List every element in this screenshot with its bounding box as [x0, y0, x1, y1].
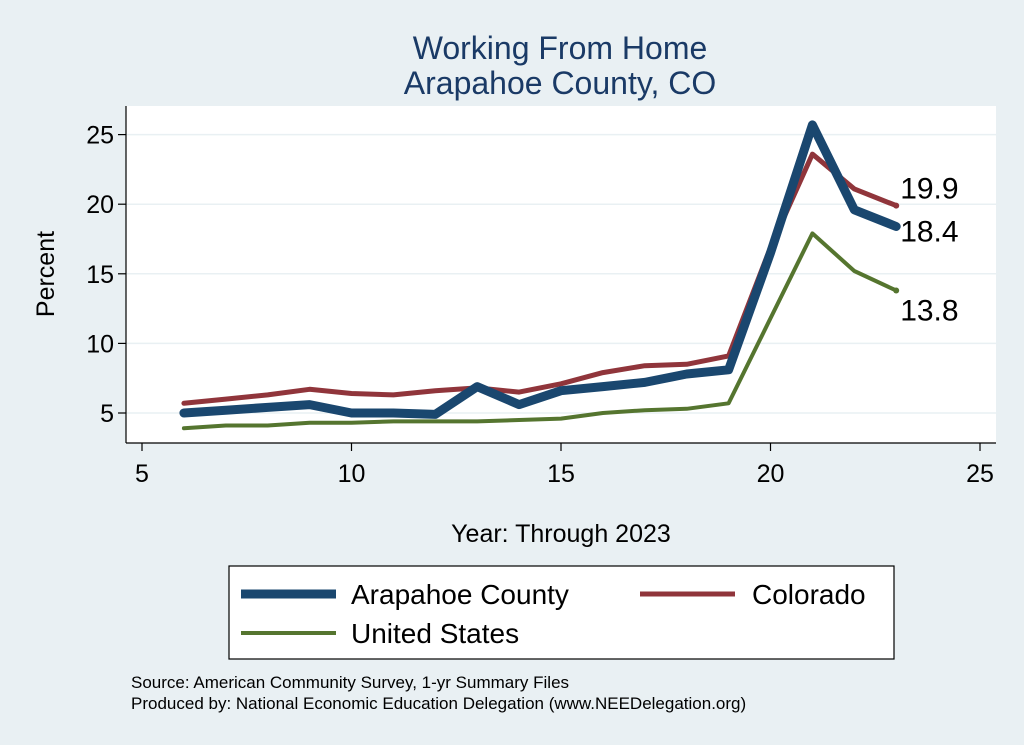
legend-label-arapahoe-county: Arapahoe County — [351, 579, 569, 610]
x-tick-label-10: 10 — [338, 460, 366, 488]
chart-title-line-1: Working From Home — [413, 30, 708, 66]
series-line-arapahoe-county — [179, 120, 901, 419]
chart-title-line-2: Arapahoe County, CO — [404, 65, 716, 101]
legend: Arapahoe County Colorado United States — [228, 565, 895, 660]
legend-box — [228, 565, 895, 660]
x-axis: 5 10 15 20 25 — [126, 442, 996, 488]
end-labels: 18.4 19.9 13.8 — [900, 173, 958, 328]
series-line-united-states — [181, 231, 899, 431]
y-tick-label-15: 15 — [86, 261, 114, 289]
y-axis-label: Percent — [32, 231, 60, 317]
end-label-united-states: 13.8 — [900, 295, 958, 328]
series-endpoint-united-states — [893, 287, 900, 294]
x-tick-label-5: 5 — [135, 460, 149, 488]
grid-lines — [126, 133, 996, 414]
y-tick-label-5: 5 — [100, 400, 114, 428]
end-label-colorado: 19.9 — [900, 173, 958, 206]
producer-note: Produced by: National Economic Education… — [131, 694, 746, 713]
x-axis-label: Year: Through 2023 — [451, 520, 671, 548]
y-tick-label-25: 25 — [86, 122, 114, 150]
y-tick-label-10: 10 — [86, 330, 114, 358]
legend-label-united-states: United States — [351, 618, 519, 649]
x-tick-label-15: 15 — [547, 460, 575, 488]
source-note: Source: American Community Survey, 1-yr … — [131, 673, 569, 692]
legend-label-colorado: Colorado — [752, 579, 866, 610]
x-tick-label-20: 20 — [757, 460, 785, 488]
series-endpoint-arapahoe-county — [893, 223, 900, 230]
series-endpoint-colorado — [893, 202, 900, 209]
end-label-arapahoe-county: 18.4 — [900, 215, 958, 248]
y-axis: 5 10 15 20 25 — [86, 106, 127, 443]
x-tick-label-25: 25 — [966, 460, 994, 488]
series-lines — [179, 120, 901, 431]
y-tick-label-20: 20 — [86, 191, 114, 219]
